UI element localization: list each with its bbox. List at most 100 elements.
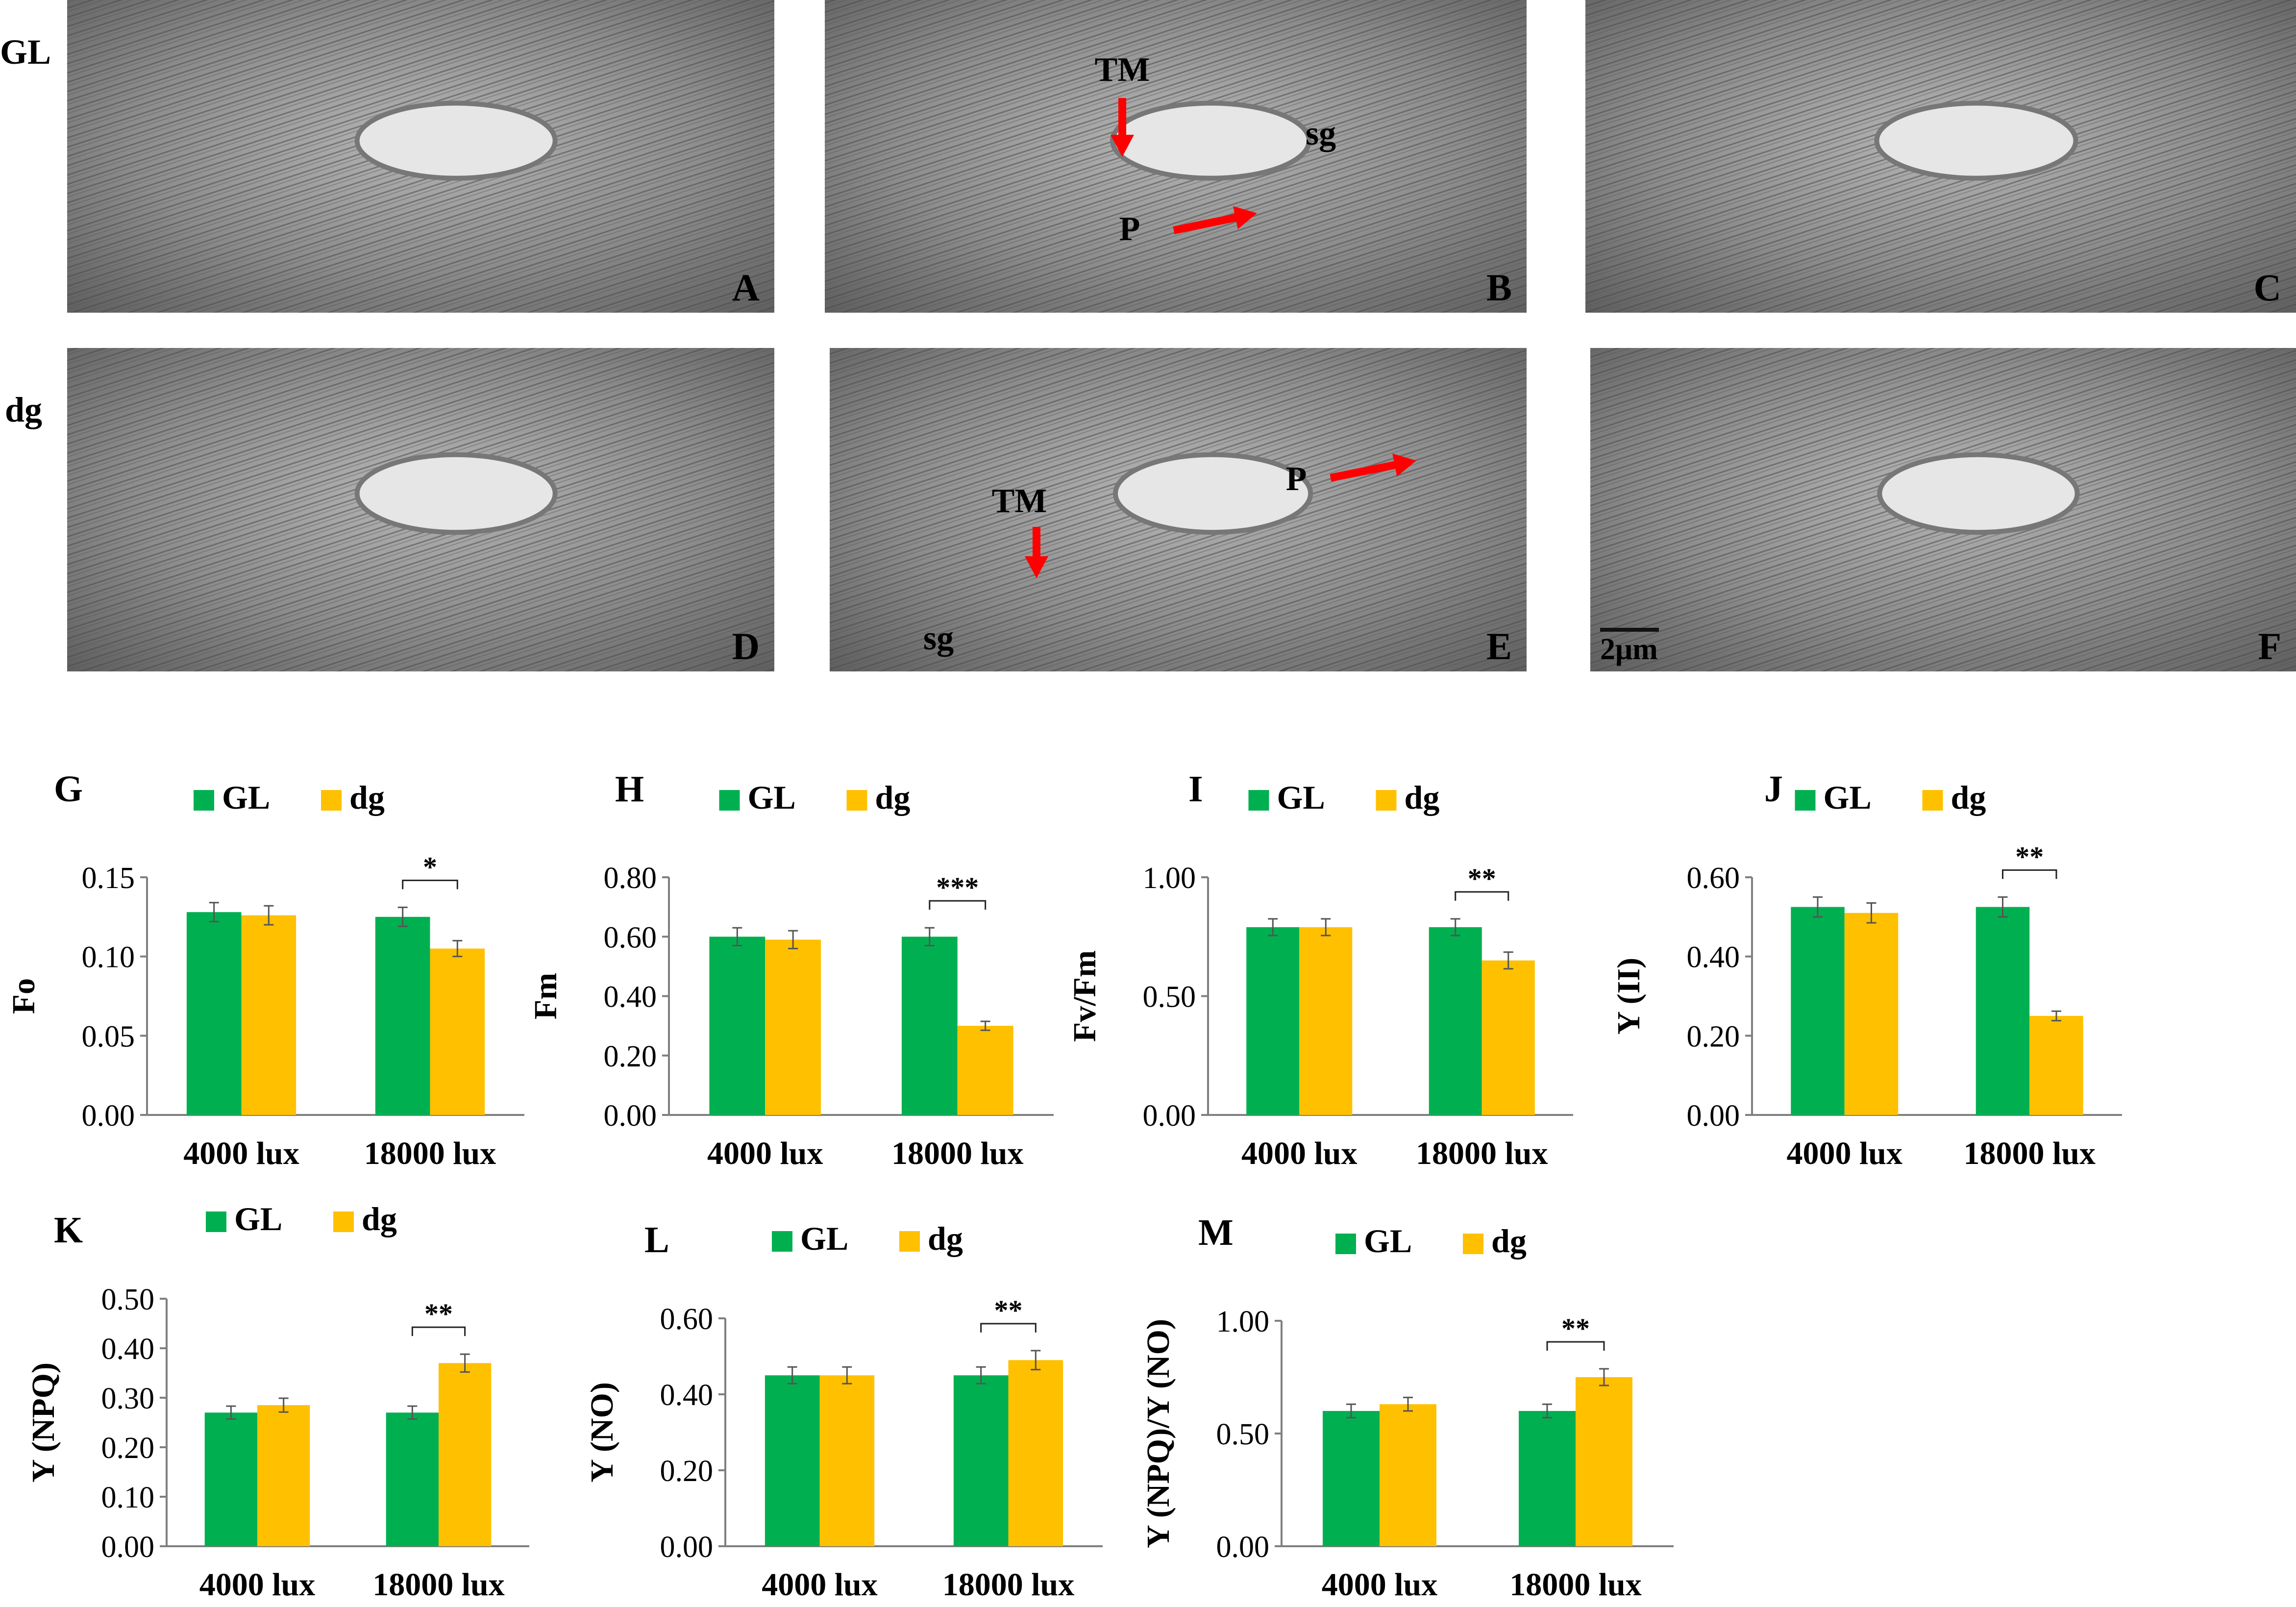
- y-tick-label: 0.20: [101, 1432, 155, 1465]
- bar-chart-panels: G GL dg 0.00 0.05 0.10 0.15 Fo 4000 lux 18000 lux…: [6, 768, 2122, 1603]
- y-tick-label: 0.60: [604, 921, 657, 954]
- legend-swatch-gl: [772, 1231, 792, 1252]
- chart-k: K GL dg 0.00 0.10 0.20 0.30 0.40 0.50 Y (NPQ) 4000…: [25, 1200, 529, 1603]
- x-tick-label: 18000 lux: [942, 1567, 1075, 1603]
- y-axis-label: Fo: [6, 978, 42, 1014]
- y-axis-label: Y (NPQ): [25, 1362, 61, 1483]
- y-tick-label: 0.80: [604, 862, 657, 895]
- panel-letter: E: [1486, 625, 1512, 668]
- panel-letter: B: [1486, 266, 1512, 309]
- y-axis-label: Y (NPQ)/Y (NO): [1140, 1319, 1176, 1548]
- y-tick-label: 0.40: [660, 1379, 714, 1412]
- bar-dg-0: [1380, 1404, 1436, 1546]
- y-tick-label: 0.10: [82, 941, 135, 974]
- bar-gl-1: [1519, 1411, 1576, 1546]
- x-tick-label: 4000 lux: [1241, 1136, 1358, 1171]
- row-label-gl: GL: [0, 32, 51, 72]
- y-tick-label: 1.00: [1143, 862, 1196, 895]
- annotation-label: sg: [1306, 115, 1336, 152]
- arrow-head: [1233, 206, 1257, 229]
- bar-gl-0: [1246, 927, 1300, 1115]
- significance-bracket: [2002, 869, 2057, 879]
- x-tick-label: 4000 lux: [762, 1567, 878, 1603]
- y-tick-label: 0.50: [1143, 981, 1196, 1014]
- y-tick-label: 0.00: [604, 1099, 657, 1133]
- legend-label-gl: GL: [800, 1220, 848, 1257]
- legend-swatch-gl: [1795, 790, 1816, 811]
- bar-dg-0: [1844, 913, 1899, 1115]
- panel-letter: A: [732, 266, 760, 309]
- chart-m: M GL dg 0.00 0.50 1.00 Y (NPQ)/Y (NO) 4000 lux 1…: [1140, 1212, 1674, 1603]
- legend-swatch-dg: [846, 790, 867, 811]
- micrograph-a: A: [67, 0, 774, 313]
- significance-bracket: [1546, 1341, 1605, 1351]
- significance-label: *: [423, 851, 437, 883]
- legend-label-dg: dg: [362, 1200, 397, 1237]
- x-tick-label: 18000 lux: [1963, 1136, 2096, 1171]
- annotation-label: P: [1286, 460, 1307, 498]
- panel-letter: F: [2258, 625, 2281, 668]
- starch-grain-shape: [1110, 100, 1312, 181]
- legend-label-dg: dg: [875, 779, 911, 816]
- legend-label-dg: dg: [1951, 779, 1986, 816]
- annotation-label: TM: [1095, 51, 1150, 89]
- bar-dg-1: [2029, 1015, 2083, 1115]
- y-tick-label: 0.60: [1687, 862, 1740, 895]
- x-tick-label: 18000 lux: [891, 1136, 1024, 1171]
- bar-gl-0: [1323, 1411, 1380, 1546]
- significance-label: **: [424, 1298, 453, 1330]
- bar-dg-0: [819, 1375, 875, 1546]
- x-tick-label: 4000 lux: [1786, 1136, 1902, 1171]
- bar-dg-1: [957, 1026, 1013, 1115]
- legend-label-gl: GL: [748, 779, 796, 816]
- panel-letter: H: [615, 768, 644, 810]
- legend-label-gl: GL: [1364, 1222, 1412, 1260]
- y-tick-label: 0.20: [660, 1455, 714, 1488]
- y-tick-label: 0.40: [604, 981, 657, 1014]
- panel-letter: I: [1188, 768, 1203, 810]
- bar-gl-1: [386, 1412, 439, 1546]
- y-tick-label: 0.60: [660, 1303, 714, 1336]
- legend-swatch-dg: [1922, 790, 1943, 811]
- bar-dg-0: [241, 915, 296, 1115]
- y-tick-label: 1.00: [1216, 1305, 1270, 1338]
- bar-gl-0: [765, 1375, 820, 1546]
- legend-label-gl: GL: [234, 1200, 282, 1237]
- panel-letter: J: [1764, 768, 1783, 810]
- arrow-head: [1392, 453, 1416, 477]
- starch-grain-shape: [1877, 452, 2080, 535]
- y-tick-label: 0.40: [1687, 941, 1740, 974]
- arrow-head: [1111, 135, 1134, 157]
- bar-dg-0: [257, 1405, 310, 1546]
- annotation-label: P: [1119, 210, 1140, 248]
- panel-letter: G: [54, 768, 83, 810]
- significance-label: **: [1468, 863, 1496, 894]
- x-tick-label: 18000 lux: [372, 1567, 505, 1603]
- red-arrow: [1330, 460, 1403, 482]
- y-axis-label: Y (II): [1611, 958, 1647, 1035]
- bar-dg-1: [1576, 1377, 1632, 1546]
- x-tick-label: 4000 lux: [183, 1136, 299, 1171]
- chart-h: H GL dg 0.00 0.20 0.40 0.60 0.80 Fm 4000 lux 18000…: [528, 768, 1054, 1171]
- starch-grain-shape: [354, 452, 558, 535]
- y-tick-label: 0.10: [101, 1481, 155, 1514]
- x-tick-label: 4000 lux: [707, 1136, 823, 1171]
- x-tick-label: 4000 lux: [1322, 1567, 1438, 1603]
- y-tick-label: 0.00: [1687, 1099, 1740, 1133]
- y-tick-label: 0.20: [1687, 1020, 1740, 1053]
- legend-swatch-gl: [1335, 1234, 1356, 1254]
- significance-label: **: [2015, 841, 2044, 872]
- y-tick-label: 0.50: [1216, 1418, 1270, 1451]
- y-axis-label: Y (NO): [584, 1382, 620, 1483]
- legend-label-gl: GL: [1824, 779, 1872, 816]
- y-tick-label: 0.00: [1143, 1099, 1196, 1133]
- chart-j: J GL dg 0.00 0.20 0.40 0.60 Y (II) 4000 lux 18000…: [1611, 768, 2122, 1171]
- bar-gl-1: [953, 1375, 1009, 1546]
- starch-grain-shape: [1874, 100, 2078, 181]
- micrograph-c: C: [1585, 0, 2296, 313]
- y-axis-label: Fm: [528, 973, 564, 1019]
- significance-bracket: [929, 900, 987, 910]
- starch-grain-shape: [354, 100, 558, 181]
- legend-swatch-gl: [719, 790, 740, 811]
